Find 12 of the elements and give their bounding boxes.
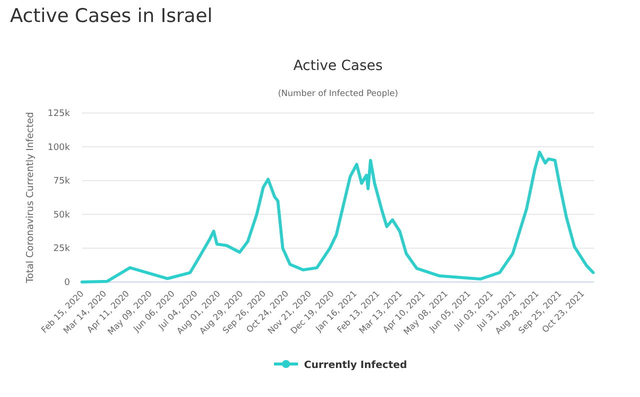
- y-tick-label: 50k: [53, 210, 71, 220]
- y-axis-title: Total Coronavirus Currently Infected: [25, 112, 36, 284]
- y-tick-label: 100k: [48, 142, 71, 153]
- legend-label: Currently Infected: [304, 360, 408, 371]
- line-series: [80, 150, 595, 284]
- y-tick-label: 125k: [48, 109, 71, 119]
- y-tick-label: 75k: [53, 176, 71, 187]
- chart-title: Active Cases: [293, 58, 383, 74]
- y-tick-label: 0: [64, 278, 70, 288]
- chart-subtitle: (Number of Infected People): [278, 89, 398, 99]
- text: Active Cases in Israel: [10, 5, 213, 27]
- y-tick-label: 25k: [53, 244, 71, 254]
